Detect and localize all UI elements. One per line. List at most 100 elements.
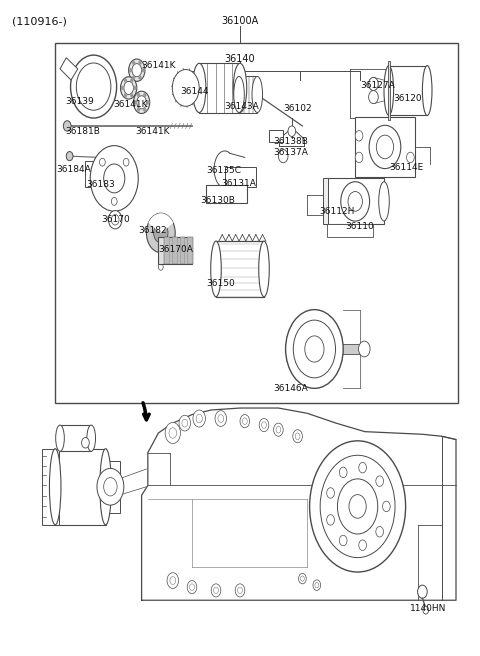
Circle shape <box>359 540 366 550</box>
Circle shape <box>423 606 429 614</box>
Bar <box>323 178 328 224</box>
Circle shape <box>235 584 245 597</box>
Text: 36130B: 36130B <box>201 195 236 205</box>
Circle shape <box>143 108 146 112</box>
Text: 36141K: 36141K <box>135 127 170 136</box>
Circle shape <box>129 59 145 81</box>
Text: 36141K: 36141K <box>142 61 176 70</box>
Text: 1140HN: 1140HN <box>410 604 447 613</box>
Circle shape <box>418 585 427 598</box>
Text: 36100A: 36100A <box>221 16 259 26</box>
Circle shape <box>262 422 266 428</box>
Ellipse shape <box>87 425 96 451</box>
Circle shape <box>97 468 124 505</box>
Circle shape <box>111 197 117 205</box>
Circle shape <box>90 146 138 211</box>
Circle shape <box>293 430 302 443</box>
Bar <box>172 237 178 264</box>
Circle shape <box>369 77 378 91</box>
Text: 36183: 36183 <box>86 180 115 190</box>
Text: 36127A: 36127A <box>360 81 395 90</box>
Bar <box>199 64 240 113</box>
Circle shape <box>300 576 304 581</box>
Bar <box>55 449 106 525</box>
Circle shape <box>165 422 180 443</box>
Circle shape <box>132 61 135 65</box>
Circle shape <box>123 158 129 166</box>
Circle shape <box>310 441 406 572</box>
Bar <box>269 130 283 142</box>
Text: 36114E: 36114E <box>389 163 423 172</box>
Circle shape <box>146 100 149 104</box>
Circle shape <box>376 476 384 486</box>
Circle shape <box>129 68 132 72</box>
Text: 36135C: 36135C <box>206 166 241 175</box>
Circle shape <box>111 215 119 225</box>
Circle shape <box>215 411 227 426</box>
Circle shape <box>133 91 150 113</box>
Text: 36182: 36182 <box>138 226 167 236</box>
Ellipse shape <box>379 182 389 221</box>
Circle shape <box>355 131 363 141</box>
Circle shape <box>132 64 142 77</box>
Circle shape <box>169 428 177 438</box>
Circle shape <box>293 320 336 378</box>
Circle shape <box>218 415 224 422</box>
Bar <box>355 117 415 177</box>
Ellipse shape <box>211 241 221 297</box>
Circle shape <box>138 75 142 79</box>
Bar <box>180 237 185 264</box>
Circle shape <box>158 264 163 270</box>
Circle shape <box>154 223 168 243</box>
Circle shape <box>137 108 140 112</box>
Text: 36140: 36140 <box>225 54 255 64</box>
Circle shape <box>99 158 105 166</box>
Circle shape <box>131 79 133 83</box>
Circle shape <box>376 527 384 537</box>
Text: 36131A: 36131A <box>221 179 256 188</box>
Circle shape <box>240 415 250 428</box>
Bar <box>389 66 427 115</box>
Text: 36170: 36170 <box>101 215 130 224</box>
Circle shape <box>327 515 335 525</box>
Bar <box>327 224 373 237</box>
Bar <box>60 425 91 451</box>
Bar <box>216 241 264 297</box>
Circle shape <box>63 121 71 131</box>
Circle shape <box>299 573 306 584</box>
Circle shape <box>124 79 127 83</box>
Circle shape <box>187 581 197 594</box>
Circle shape <box>167 573 179 588</box>
Circle shape <box>131 93 133 97</box>
Bar <box>164 237 170 264</box>
Circle shape <box>82 438 89 448</box>
Text: 36181B: 36181B <box>65 127 100 136</box>
Circle shape <box>327 487 335 498</box>
Ellipse shape <box>252 77 263 113</box>
Circle shape <box>76 63 111 110</box>
Circle shape <box>349 495 366 518</box>
Circle shape <box>172 70 199 106</box>
Text: 36110: 36110 <box>346 222 374 231</box>
Bar <box>388 61 390 120</box>
Circle shape <box>214 587 218 594</box>
Text: 36184A: 36184A <box>57 165 91 174</box>
Ellipse shape <box>234 77 244 113</box>
Circle shape <box>138 61 142 65</box>
Wedge shape <box>148 213 173 233</box>
Ellipse shape <box>56 425 64 451</box>
Bar <box>336 344 364 354</box>
Bar <box>85 161 96 187</box>
Circle shape <box>133 86 136 90</box>
Circle shape <box>359 341 370 357</box>
Circle shape <box>196 415 203 423</box>
Circle shape <box>274 423 283 436</box>
Circle shape <box>341 182 370 221</box>
Circle shape <box>182 419 188 427</box>
Circle shape <box>120 77 137 99</box>
Circle shape <box>315 583 319 588</box>
Circle shape <box>286 310 343 388</box>
Text: 36138B: 36138B <box>274 136 309 146</box>
Circle shape <box>305 336 324 362</box>
Bar <box>55 43 458 403</box>
